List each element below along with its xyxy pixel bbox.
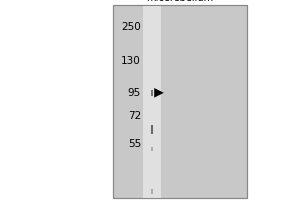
Text: 130: 130: [121, 56, 141, 66]
Text: 55: 55: [128, 139, 141, 149]
Text: 72: 72: [128, 111, 141, 121]
Text: 95: 95: [128, 88, 141, 98]
Polygon shape: [154, 88, 164, 98]
Text: 250: 250: [121, 22, 141, 32]
Bar: [113, 5, 247, 198]
Bar: [143, 5, 161, 198]
Text: m.cerebellum: m.cerebellum: [146, 0, 214, 3]
Bar: [113, 5, 247, 198]
